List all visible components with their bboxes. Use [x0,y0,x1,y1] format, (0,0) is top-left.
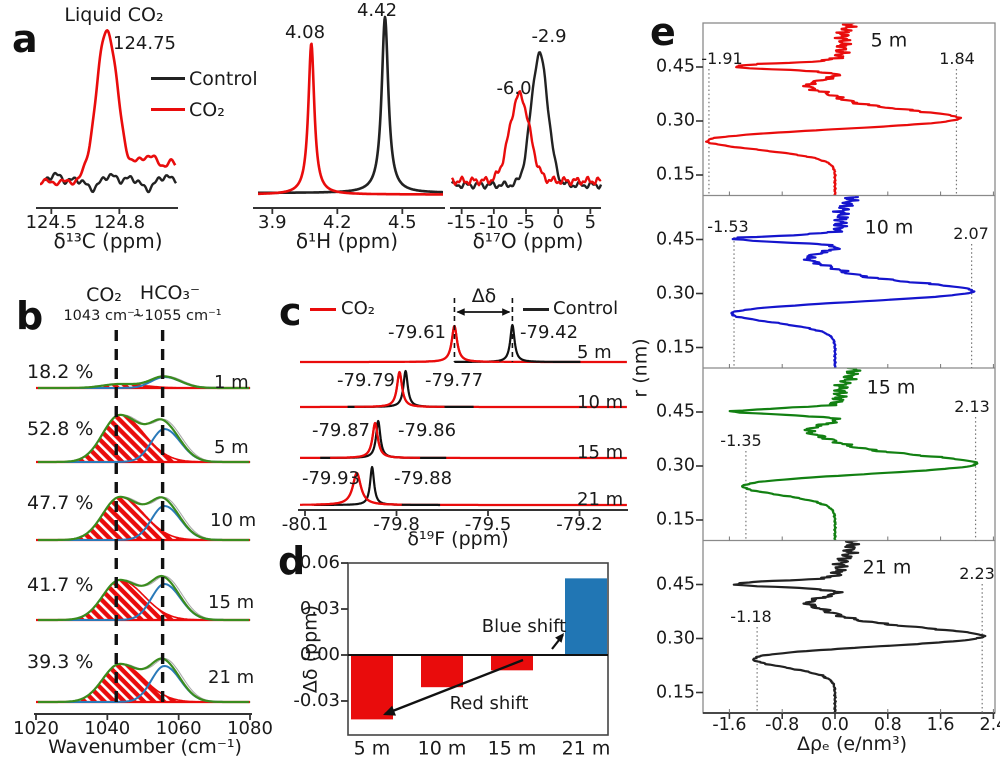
panel-c-chart [298,298,628,516]
panel-d-chart [341,562,609,736]
panel-b-chart [34,330,252,720]
panel-a-chart [36,15,603,214]
panel-e-chart [696,22,996,719]
